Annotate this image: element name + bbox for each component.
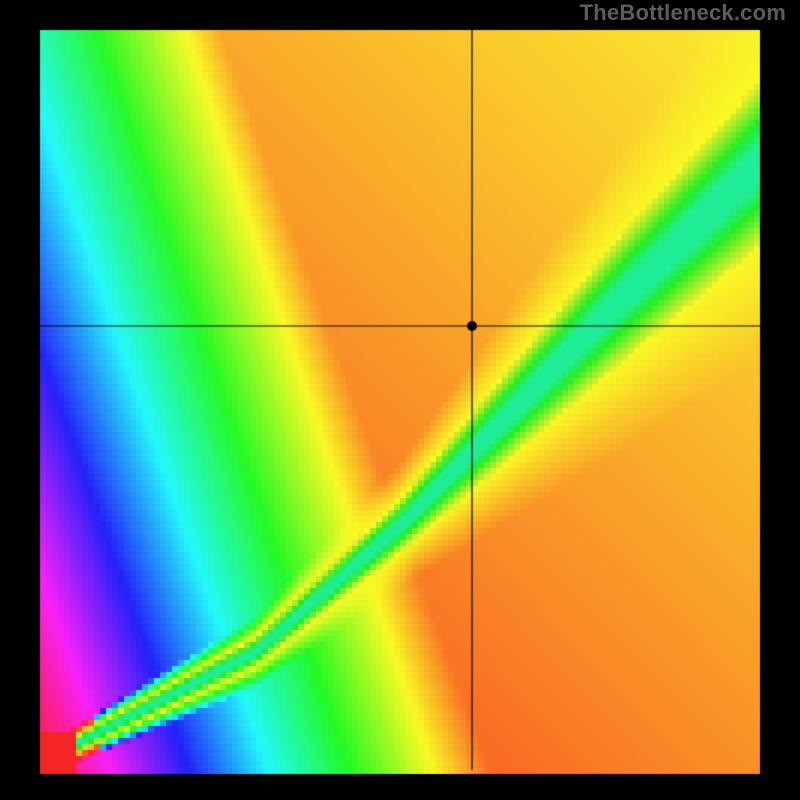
watermark-text: TheBottleneck.com <box>580 0 786 26</box>
